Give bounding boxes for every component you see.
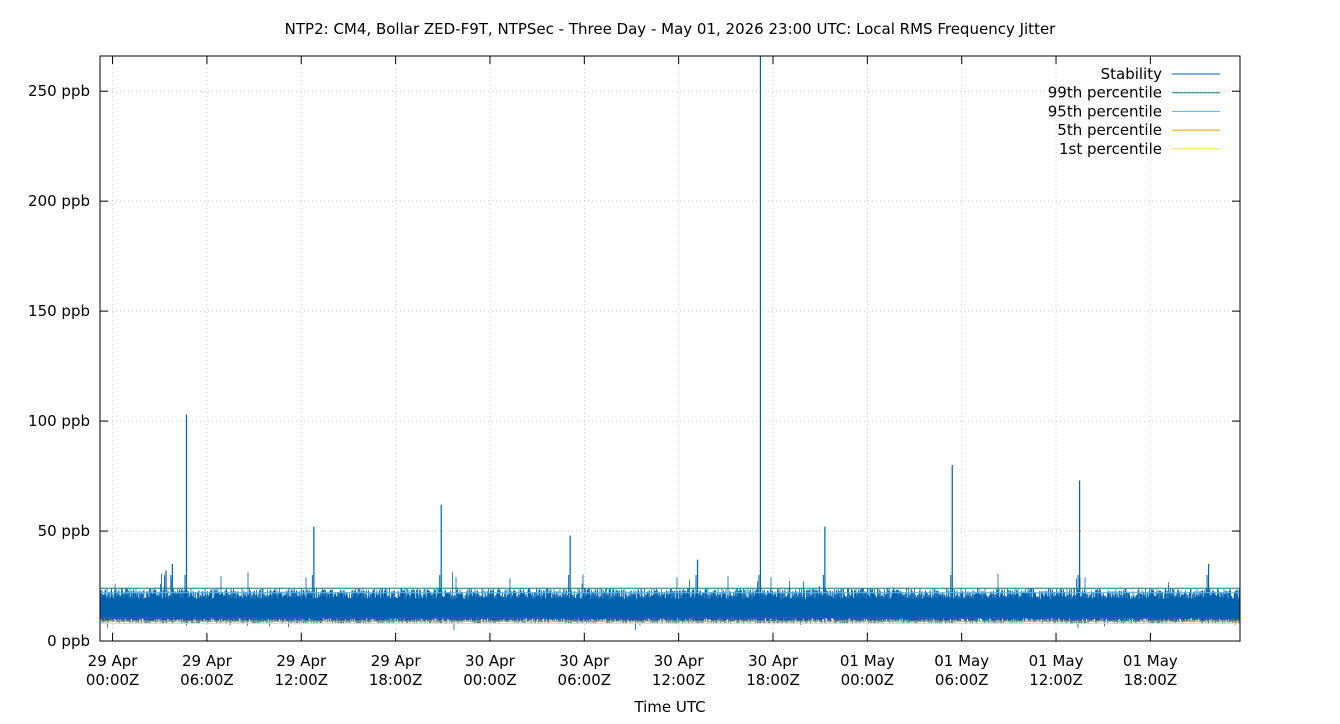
y-tick-label: 50 ppb	[38, 522, 90, 540]
x-tick-label-date: 01 May	[1029, 652, 1084, 670]
x-tick-label-time: 06:00Z	[935, 671, 989, 689]
tick-layer: 0 ppb 50 ppb 100 ppb 150 ppb 200 ppb 250 ppb 2…	[28, 56, 1240, 689]
legend-label: 5th percentile	[1057, 121, 1162, 139]
y-tick-label: 100 ppb	[28, 412, 90, 430]
legend-label: 95th percentile	[1048, 102, 1162, 120]
x-tick-label-date: 29 Apr	[182, 652, 233, 670]
x-tick-label-date: 01 May	[1123, 652, 1178, 670]
x-tick-label-time: 00:00Z	[86, 671, 140, 689]
y-tick-label: 200 ppb	[28, 192, 90, 210]
x-tick-label-date: 30 Apr	[465, 652, 516, 670]
x-tick-label-time: 00:00Z	[841, 671, 895, 689]
x-tick-label-date: 30 Apr	[654, 652, 705, 670]
x-tick-label-time: 12:00Z	[275, 671, 329, 689]
x-tick-label-date: 01 May	[840, 652, 895, 670]
grid-lines	[100, 56, 1240, 641]
x-tick-label-time: 18:00Z	[369, 671, 423, 689]
x-tick-label-date: 01 May	[934, 652, 989, 670]
x-tick-label-time: 06:00Z	[180, 671, 234, 689]
x-tick-label-date: 29 Apr	[276, 652, 327, 670]
x-tick-label-time: 06:00Z	[558, 671, 612, 689]
x-tick-label-time: 12:00Z	[652, 671, 706, 689]
x-axis-label: Time UTC	[633, 698, 705, 716]
x-tick-label-date: 29 Apr	[371, 652, 422, 670]
y-tick-label: 0 ppb	[47, 632, 90, 650]
y-tick-label: 150 ppb	[28, 302, 90, 320]
x-tick-label-time: 18:00Z	[746, 671, 800, 689]
chart-title: NTP2: CM4, Bollar ZED-F9T, NTPSec - Thre…	[285, 20, 1057, 38]
legend-label: 99th percentile	[1048, 84, 1162, 102]
x-tick-label-date: 29 Apr	[88, 652, 139, 670]
x-tick-label-time: 12:00Z	[1029, 671, 1083, 689]
series-layer	[99, 56, 1241, 631]
x-tick-label-date: 30 Apr	[748, 652, 799, 670]
x-tick-label-time: 18:00Z	[1124, 671, 1178, 689]
plot-frame	[99, 55, 1241, 642]
legend-label: 1st percentile	[1059, 140, 1162, 158]
y-tick-label: 250 ppb	[28, 82, 90, 100]
x-tick-label-time: 00:00Z	[463, 671, 517, 689]
x-tick-label-date: 30 Apr	[559, 652, 610, 670]
legend-label: Stability	[1101, 65, 1163, 83]
